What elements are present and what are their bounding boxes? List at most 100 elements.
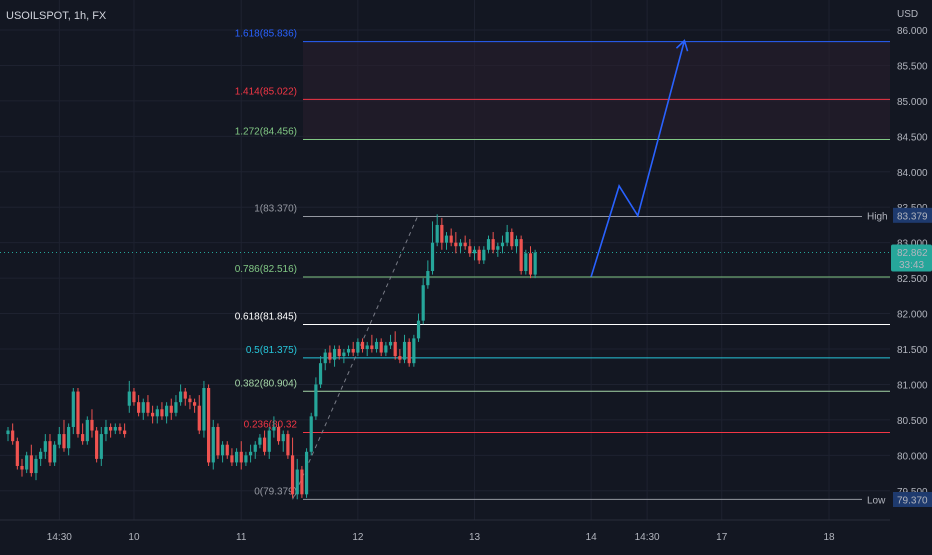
candle — [351, 341, 355, 357]
candle — [165, 402, 169, 424]
candle-body — [262, 437, 267, 452]
candle-body — [276, 426, 281, 442]
candle-body — [290, 455, 295, 495]
candle-body — [435, 224, 439, 243]
candle — [421, 278, 425, 325]
candle-body — [309, 416, 313, 452]
candle-body — [421, 285, 425, 321]
candle-body — [491, 239, 495, 250]
time-axis[interactable]: 14:30 10 11 12 13 14 14:30 17 18 — [0, 519, 890, 543]
candle — [43, 434, 47, 459]
fib-trend-line[interactable] — [292, 214, 419, 500]
candle-body — [165, 405, 169, 417]
price-tick-label: 81.000 — [897, 380, 928, 391]
candle-body — [25, 455, 29, 470]
time-tick-label: 10 — [128, 532, 140, 543]
candle — [505, 224, 509, 247]
projection-arrow[interactable] — [590, 39, 689, 277]
currency-label: USD — [897, 9, 918, 20]
candle-body — [365, 345, 369, 350]
candle — [248, 444, 253, 463]
candle — [374, 338, 379, 353]
candle-body — [370, 345, 374, 350]
candle-body — [202, 387, 206, 431]
candle-body — [151, 412, 155, 417]
candle — [253, 441, 257, 459]
candle — [95, 426, 99, 463]
candle-body — [272, 426, 276, 431]
candle — [230, 448, 234, 466]
price-tag-high[interactable]: High 83.379 — [862, 207, 932, 223]
candle-body — [34, 458, 38, 474]
candle-body — [500, 242, 505, 247]
candle-body — [454, 242, 458, 247]
fib-level-label: 0.786(82.516) — [235, 264, 297, 275]
price-tick-label: 82.500 — [897, 274, 928, 285]
candle — [323, 349, 327, 371]
candle-body — [463, 242, 467, 247]
candle-body — [379, 341, 383, 353]
candle-body — [206, 387, 211, 463]
candle — [267, 426, 271, 459]
candle-body — [346, 349, 351, 353]
fib-level-label: 0.5(81.375) — [246, 345, 297, 356]
candle — [514, 235, 519, 254]
current-price-value: 82.862 — [897, 248, 928, 259]
time-tick-label: 14:30 — [635, 532, 660, 543]
candle-body — [482, 249, 486, 261]
fib-level-label: 0(79.379) — [254, 486, 297, 497]
candle-body — [426, 271, 430, 286]
candle — [272, 416, 276, 438]
candle-body — [407, 341, 411, 364]
candle — [197, 395, 201, 435]
candle-body — [356, 341, 360, 353]
candle-body — [62, 434, 66, 449]
candle — [29, 444, 33, 477]
candle — [262, 430, 267, 456]
candle-body — [141, 402, 145, 413]
candle — [62, 419, 66, 452]
price-tag-name-bg — [862, 207, 896, 223]
candle — [169, 398, 173, 420]
candle — [398, 349, 402, 364]
candle — [402, 334, 407, 364]
candle — [211, 419, 215, 470]
time-tick-label: 12 — [352, 532, 364, 543]
fib-level-label: 1(83.370) — [254, 203, 297, 214]
fib-level-label: 1.272(84.456) — [235, 126, 297, 137]
candle — [53, 441, 57, 466]
candle — [188, 395, 192, 410]
projection-arrowhead — [675, 39, 689, 52]
candle — [15, 437, 19, 470]
fib-level-label: 1.618(85.836) — [235, 29, 297, 40]
candle — [346, 345, 351, 357]
candle — [444, 232, 449, 250]
fib-extension-zone — [303, 41, 890, 140]
projection-path[interactable] — [590, 40, 686, 277]
candle — [57, 426, 61, 449]
price-tag-low[interactable]: Low 79.370 — [862, 492, 932, 507]
price-axis[interactable]: 86.00085.50085.00084.50084.00083.50083.0… — [862, 26, 932, 507]
candle — [109, 423, 113, 438]
candle-body — [374, 341, 379, 350]
candle — [524, 249, 528, 275]
candle-body — [188, 398, 192, 403]
time-tick-label: 11 — [236, 532, 247, 543]
candle-body — [225, 444, 229, 456]
candle-body — [234, 451, 239, 463]
candle — [76, 387, 80, 438]
candle-body — [20, 465, 24, 470]
candle — [356, 338, 360, 357]
candle — [34, 455, 38, 481]
price-tag-value-bg — [893, 207, 932, 223]
candle-body — [519, 239, 523, 272]
candle-body — [220, 444, 225, 456]
candle-body — [300, 469, 304, 495]
price-tag-value: 79.370 — [897, 496, 928, 507]
candle — [342, 349, 346, 364]
candle — [416, 313, 421, 342]
candle — [39, 448, 43, 466]
